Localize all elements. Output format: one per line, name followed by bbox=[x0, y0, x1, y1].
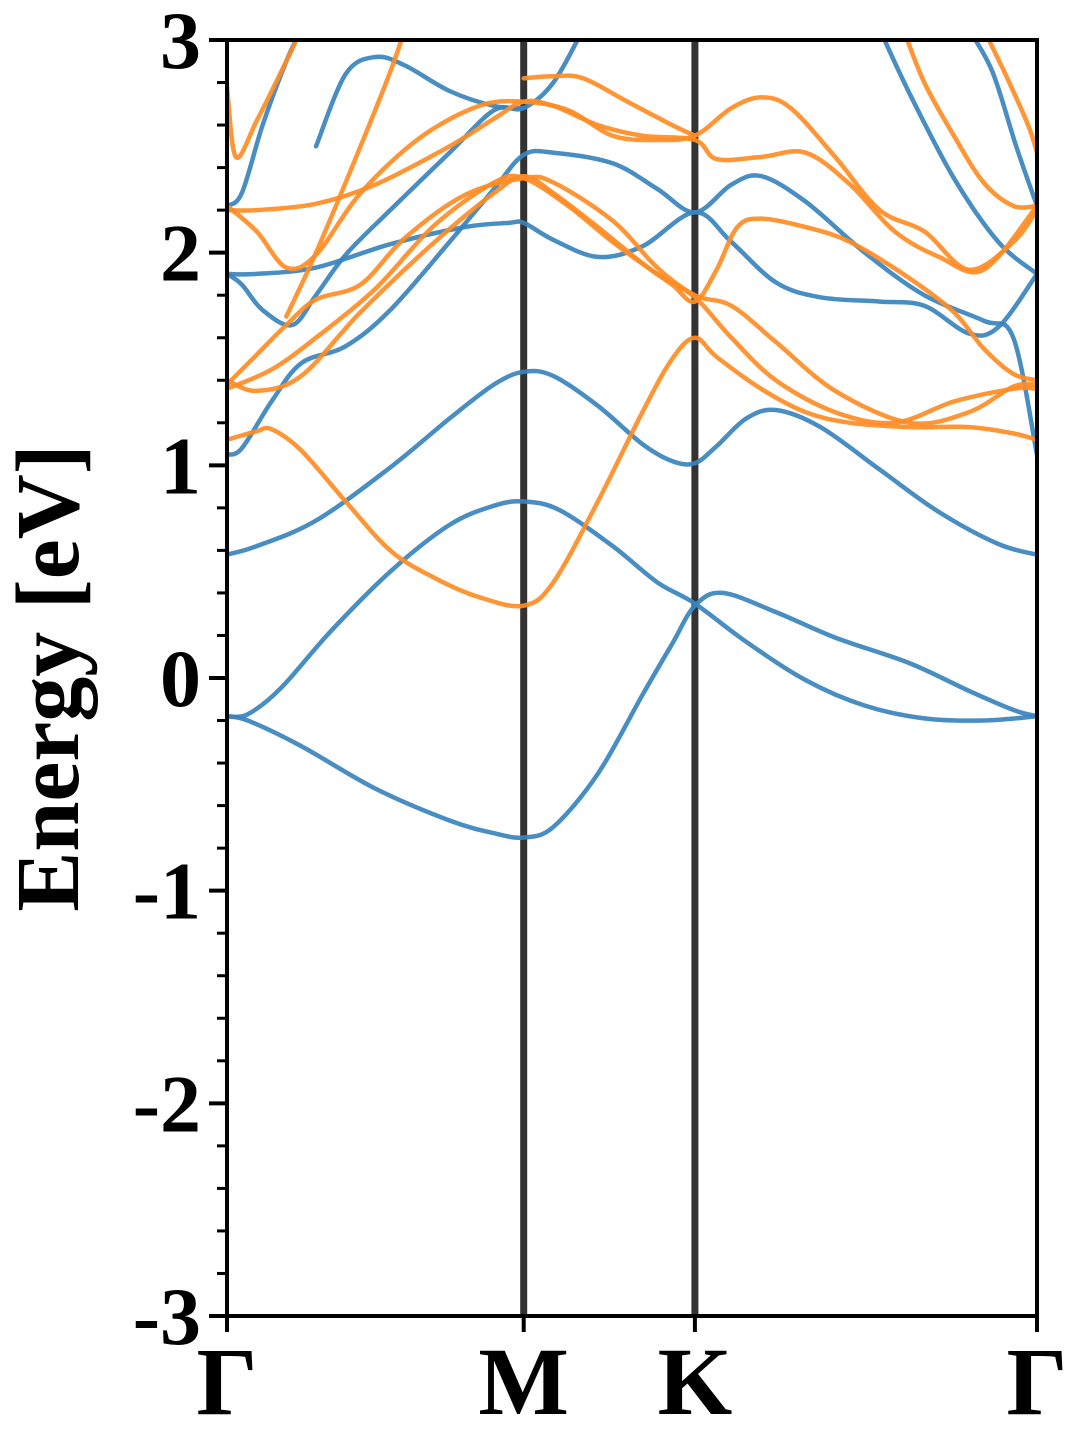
y-tick-label: 0 bbox=[160, 633, 201, 724]
band-curves bbox=[227, 40, 1037, 840]
high-symmetry-lines bbox=[520, 40, 699, 1316]
y-tick-label: 2 bbox=[160, 208, 201, 299]
band-line-orange-11 bbox=[227, 173, 1037, 394]
band-line-orange-17 bbox=[284, 40, 404, 319]
band-line-blue-7 bbox=[313, 54, 526, 149]
x-tick-label: M bbox=[478, 1328, 569, 1435]
y-tick-label: 3 bbox=[160, 0, 201, 86]
band-line-orange-12 bbox=[227, 173, 1037, 426]
band-line-blue-2 bbox=[227, 368, 1037, 557]
band-line-orange-16 bbox=[227, 40, 299, 160]
x-tick-label: K bbox=[658, 1328, 733, 1435]
plot-frame bbox=[225, 38, 1039, 1318]
band-line-orange-18 bbox=[521, 73, 698, 138]
x-tick-label: Γ bbox=[1006, 1328, 1067, 1435]
y-tick-label: 1 bbox=[160, 420, 201, 511]
band-line-blue-9 bbox=[972, 40, 1037, 209]
band-line-orange-13 bbox=[227, 174, 1037, 426]
y-axis-title: Energy [eV] bbox=[0, 444, 98, 911]
band-line-orange-19 bbox=[904, 40, 1037, 210]
band-line-blue-8 bbox=[882, 40, 1037, 277]
band-line-orange-10 bbox=[227, 335, 1037, 609]
band-line-orange-20 bbox=[986, 40, 1037, 155]
band-line-blue-0 bbox=[227, 499, 1037, 723]
band-line-orange-14 bbox=[227, 98, 1037, 275]
band-line-blue-1 bbox=[227, 590, 1037, 840]
y-axis: 3 2 1 0 -1 -2 -3 bbox=[133, 0, 227, 1362]
band-line-orange-15 bbox=[227, 95, 1037, 272]
y-tick-label: -2 bbox=[133, 1058, 201, 1149]
y-tick-label: -1 bbox=[133, 846, 201, 937]
x-tick-label: Γ bbox=[196, 1328, 257, 1435]
y-tick-label: -3 bbox=[133, 1271, 201, 1362]
band-line-blue-4 bbox=[227, 210, 1037, 338]
